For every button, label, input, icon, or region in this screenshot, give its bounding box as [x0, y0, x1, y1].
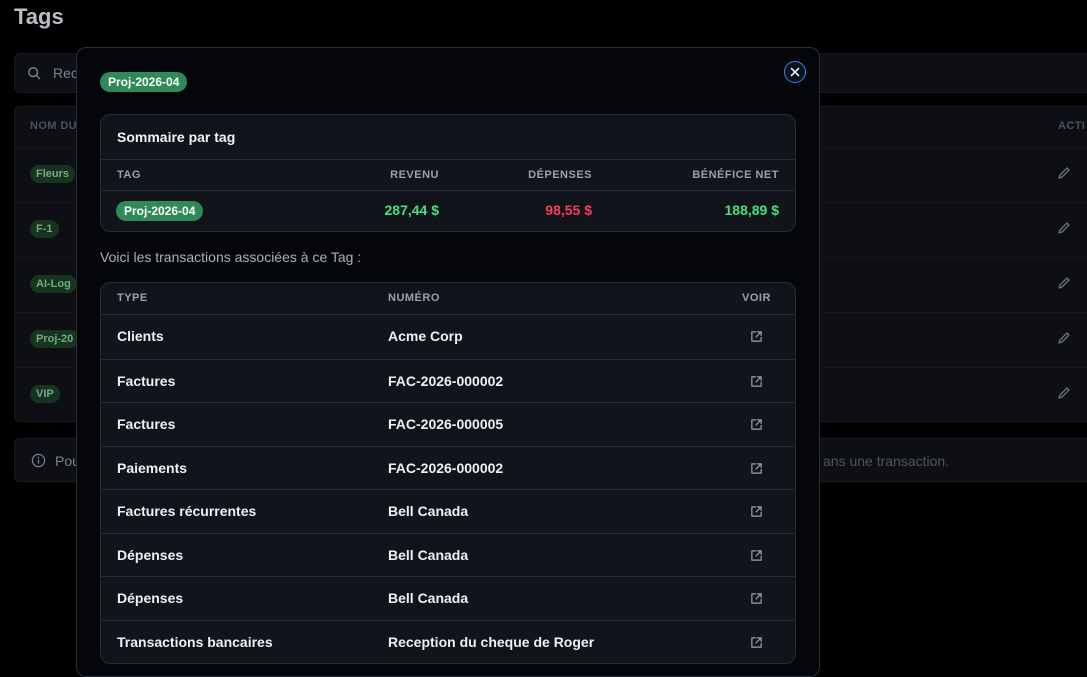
net-profit-value: 188,89 $ [725, 202, 780, 218]
transaction-number: Acme Corp [388, 328, 463, 344]
table-row: Clients Acme Corp [101, 315, 795, 359]
summary-table-header: TAG REVENU DÉPENSES BÉNÉFICE NET [101, 159, 795, 191]
tag-details-modal: Proj-2026-04 Sommaire par tag TAG REVENU… [76, 47, 820, 677]
tag-badge: AI-Log [30, 275, 77, 293]
table-row: Factures FAC-2026-000005 [101, 402, 795, 446]
column-header-tag: TAG [117, 169, 141, 181]
transaction-type: Dépenses [117, 547, 183, 563]
expenses-value: 98,55 $ [545, 202, 592, 218]
external-link-icon[interactable] [750, 549, 763, 562]
external-link-icon[interactable] [750, 418, 763, 431]
transaction-type: Dépenses [117, 590, 183, 606]
column-header-name: NOM DU [30, 120, 77, 132]
info-text-tail: ans une transaction. [823, 453, 949, 469]
transaction-number: FAC-2026-000002 [388, 460, 503, 476]
external-link-icon[interactable] [750, 636, 763, 649]
transaction-type: Factures [117, 416, 175, 432]
table-row: Dépenses Bell Canada [101, 576, 795, 620]
summary-title: Sommaire par tag [101, 115, 795, 159]
transaction-number: Bell Canada [388, 547, 468, 563]
transaction-number: Bell Canada [388, 590, 468, 606]
transaction-type: Factures récurrentes [117, 503, 256, 519]
table-row: Dépenses Bell Canada [101, 533, 795, 577]
transaction-number: FAC-2026-000002 [388, 373, 503, 389]
close-icon [790, 67, 800, 77]
transaction-number: FAC-2026-000005 [388, 416, 503, 432]
external-link-icon[interactable] [750, 330, 763, 343]
transactions-body: Clients Acme Corp Factures FAC-2026-0000… [101, 315, 795, 663]
search-icon [27, 66, 41, 80]
external-link-icon[interactable] [750, 505, 763, 518]
column-header-type: TYPE [117, 292, 148, 304]
summary-row: Proj-2026-04 287,44 $ 98,55 $ 188,89 $ [101, 191, 795, 231]
search-input[interactable]: Rec [53, 65, 78, 81]
column-header-view: VOIR [742, 292, 771, 304]
column-header-revenue: REVENU [390, 169, 439, 181]
external-link-icon[interactable] [750, 592, 763, 605]
transactions-table-header: TYPE NUMÉRO VOIR [101, 283, 795, 315]
transactions-table: TYPE NUMÉRO VOIR Clients Acme Corp Factu… [100, 282, 796, 664]
transaction-type: Factures [117, 373, 175, 389]
modal-tag-badge: Proj-2026-04 [100, 72, 187, 92]
transaction-number: Bell Canada [388, 503, 468, 519]
column-header-number: NUMÉRO [388, 292, 440, 304]
transaction-type: Transactions bancaires [117, 634, 273, 650]
tag-badge: Fleurs [30, 165, 75, 183]
table-row: Factures récurrentes Bell Canada [101, 489, 795, 533]
pencil-icon[interactable] [1056, 330, 1072, 346]
table-row: Factures FAC-2026-000002 [101, 359, 795, 403]
summary-card: Sommaire par tag TAG REVENU DÉPENSES BÉN… [100, 114, 796, 232]
revenue-value: 287,44 $ [385, 202, 440, 218]
tag-badge: F-1 [30, 220, 59, 238]
external-link-icon[interactable] [750, 375, 763, 388]
table-row: Transactions bancaires Reception du cheq… [101, 620, 795, 664]
transactions-intro: Voici les transactions associées à ce Ta… [100, 249, 361, 265]
tag-badge: VIP [30, 385, 60, 403]
tag-badge: Proj-20 [30, 330, 79, 348]
transaction-type: Paiements [117, 460, 187, 476]
info-icon [31, 453, 46, 468]
external-link-icon[interactable] [750, 462, 763, 475]
column-header-net-profit: BÉNÉFICE NET [692, 169, 779, 181]
pencil-icon[interactable] [1056, 385, 1072, 401]
transaction-number: Reception du cheque de Roger [388, 634, 594, 650]
tag-badge: Proj-2026-04 [116, 201, 203, 221]
page-title: Tags [14, 4, 64, 30]
transaction-type: Clients [117, 328, 164, 344]
table-row: Paiements FAC-2026-000002 [101, 446, 795, 490]
close-button[interactable] [784, 61, 806, 83]
pencil-icon[interactable] [1056, 275, 1072, 291]
pencil-icon[interactable] [1056, 220, 1072, 236]
column-header-actions: ACTI [1058, 120, 1085, 132]
column-header-expenses: DÉPENSES [528, 169, 592, 181]
pencil-icon[interactable] [1056, 165, 1072, 181]
